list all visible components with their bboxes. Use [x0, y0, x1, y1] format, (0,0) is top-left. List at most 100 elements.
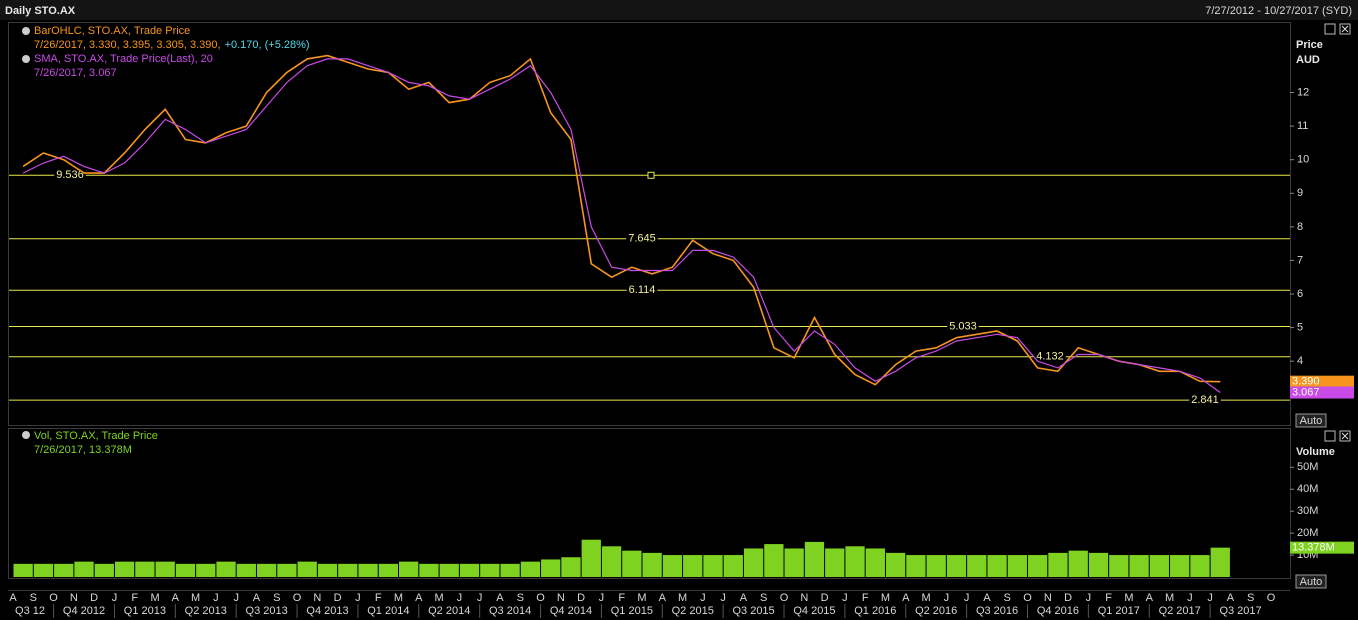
- y-tick-label: 9: [1297, 187, 1303, 199]
- x-tick-label: F: [1105, 592, 1112, 604]
- last-value-label: 13.378M: [1292, 542, 1335, 554]
- volume-bar: [662, 555, 683, 577]
- level-label-bg: [1189, 394, 1221, 407]
- x-tick-label: M: [150, 592, 159, 604]
- quarter-label: Q3 12: [15, 605, 45, 617]
- maximize-button[interactable]: [1324, 23, 1336, 35]
- volume-bar: [399, 561, 419, 577]
- volume-bar: [825, 548, 845, 577]
- x-tick-label: S: [1004, 592, 1011, 604]
- legend-detail: 7/26/2017, 3.330, 3.395, 3.305, 3.390,: [34, 39, 221, 51]
- x-tick-label: A: [902, 592, 910, 604]
- x-tick-label: O: [293, 592, 302, 604]
- price-axis-unit: AUD: [1296, 54, 1320, 66]
- x-tick-label: J: [355, 592, 361, 604]
- quarter-label: Q4 2012: [63, 605, 105, 617]
- quarter-label: Q2 2015: [672, 605, 714, 617]
- x-tick-label: N: [800, 592, 808, 604]
- last-value-label: 3.067: [1292, 386, 1320, 398]
- x-tick-label: A: [496, 592, 504, 604]
- volume-axis-title: Volume: [1296, 446, 1335, 458]
- price-line: [22, 54, 1221, 386]
- volume-bar: [277, 563, 297, 577]
- auto-scale-button[interactable]: [1295, 574, 1327, 589]
- volume-bar: [683, 555, 703, 577]
- volume-bar: [1210, 547, 1230, 577]
- x-tick-label: D: [1064, 592, 1072, 604]
- x-tick-label: M: [1124, 592, 1133, 604]
- quarter-label: Q1 2013: [124, 605, 166, 617]
- y-tick-label: 50M: [1297, 461, 1318, 473]
- level-label: 9.536: [56, 169, 84, 181]
- volume-bar: [601, 546, 622, 577]
- title-bar: [0, 0, 1358, 20]
- window-title: Daily STO.AX: [5, 5, 76, 17]
- legend-icon[interactable]: [22, 55, 30, 63]
- level-handle: [647, 171, 655, 179]
- close-button[interactable]: [1339, 430, 1351, 442]
- x-tick-label: F: [131, 592, 138, 604]
- y-tick-label: 7: [1297, 254, 1303, 266]
- auto-scale-label[interactable]: Auto: [1300, 415, 1323, 427]
- x-tick-label: A: [983, 592, 991, 604]
- volume-bar: [1068, 550, 1088, 577]
- volume-bar: [723, 555, 743, 577]
- x-tick-label: N: [70, 592, 78, 604]
- legend-icon[interactable]: [22, 431, 30, 439]
- x-tick-label: D: [90, 592, 98, 604]
- volume-bar: [1170, 555, 1190, 577]
- x-tick-label: J: [457, 592, 463, 604]
- price-panel-frame: [8, 22, 1291, 426]
- x-tick-label: A: [415, 592, 423, 604]
- x-tick-label: O: [49, 592, 58, 604]
- volume-bar: [1007, 555, 1027, 577]
- plot-layer: 45678910111210M20M30M40M50M9.5367.6456.1…: [9, 54, 1354, 618]
- close-button[interactable]: [1339, 23, 1351, 35]
- x-tick-label: J: [233, 592, 239, 604]
- volume-panel-frame: [8, 428, 1291, 579]
- x-tick-label: D: [577, 592, 585, 604]
- volume-bar: [297, 561, 317, 577]
- y-tick-label: 4: [1297, 355, 1303, 367]
- quarter-label: Q3 2016: [976, 605, 1018, 617]
- volume-bar: [155, 561, 175, 577]
- legend-detail: 7/26/2017, 3.067: [34, 67, 117, 79]
- volume-bar: [845, 546, 865, 577]
- volume-bar: [175, 563, 196, 577]
- legend-detail: 7/26/2017, 13.378M: [34, 444, 132, 456]
- x-tick-label: A: [172, 592, 180, 604]
- y-tick-label: 6: [1297, 288, 1303, 300]
- x-tick-label: J: [599, 592, 605, 604]
- volume-panel-buttons[interactable]: [1324, 430, 1351, 442]
- x-tick-label: J: [944, 592, 950, 604]
- x-tick-label: M: [1165, 592, 1174, 604]
- auto-scale-button[interactable]: [1295, 413, 1327, 428]
- x-tick-label: N: [557, 592, 565, 604]
- volume-bar: [520, 561, 541, 577]
- volume-bar: [54, 563, 74, 577]
- x-tick-label: F: [862, 592, 869, 604]
- x-tick-label: A: [9, 592, 17, 604]
- x-tick-label: J: [700, 592, 706, 604]
- x-tick-label: O: [1023, 592, 1032, 604]
- x-tick-label: J: [1207, 592, 1213, 604]
- volume-bar: [459, 563, 480, 577]
- volume-bar: [236, 563, 256, 577]
- x-tick-label: J: [964, 592, 970, 604]
- volume-bar: [784, 548, 804, 577]
- x-tick-label: S: [273, 592, 280, 604]
- maximize-button[interactable]: [1324, 430, 1336, 442]
- x-tick-label: J: [1187, 592, 1193, 604]
- price-panel-buttons[interactable]: [1324, 23, 1351, 35]
- quarter-label: Q4 2016: [1037, 605, 1079, 617]
- y-tick-label: 30M: [1297, 505, 1318, 517]
- auto-scale-label[interactable]: Auto: [1300, 576, 1323, 588]
- level-label: 4.132: [1036, 351, 1064, 363]
- x-tick-label: A: [659, 592, 667, 604]
- x-tick-label: D: [334, 592, 342, 604]
- volume-bar: [1028, 555, 1048, 577]
- legend-icon[interactable]: [22, 27, 30, 35]
